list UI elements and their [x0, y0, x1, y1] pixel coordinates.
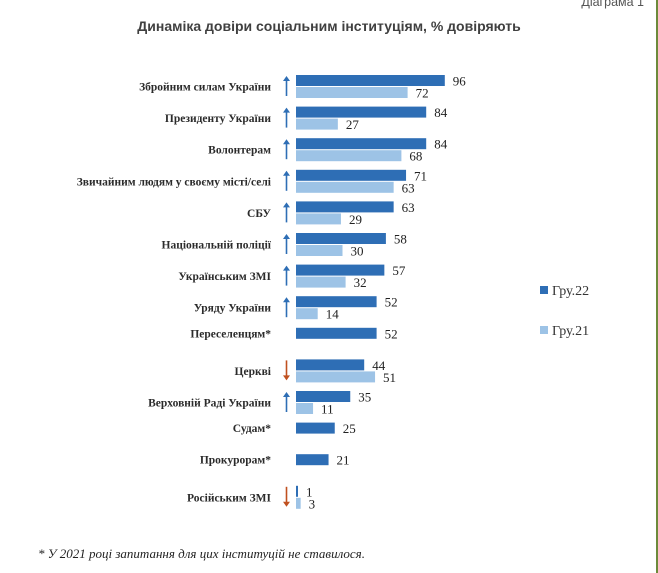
trend-arrow-up-icon	[283, 234, 290, 254]
bar-series-1	[296, 422, 335, 434]
data-label: 58	[394, 232, 407, 247]
bar-series-2	[296, 276, 346, 288]
data-label: 52	[385, 295, 398, 310]
bar-series-1	[296, 264, 385, 276]
frame-border	[656, 0, 658, 573]
bar-series-2	[296, 87, 408, 98]
category-label: Судам*	[233, 423, 271, 435]
trend-arrow-down-icon	[283, 486, 290, 507]
legend-label: Гру.22	[552, 284, 589, 299]
data-label: 30	[351, 244, 364, 259]
category-label: Верховній Раді України	[148, 398, 271, 410]
trend-arrow-up-icon	[283, 107, 290, 128]
data-label: 27	[346, 117, 360, 132]
data-label: 63	[402, 180, 415, 195]
data-label: 29	[349, 212, 362, 227]
trend-arrows	[283, 76, 290, 507]
bar-series-2	[296, 497, 301, 509]
bar-series-1	[296, 296, 377, 308]
data-label: 63	[402, 200, 415, 215]
bar-series-2	[296, 245, 343, 256]
trend-arrow-up-icon	[283, 392, 290, 412]
data-label: 21	[337, 453, 350, 468]
data-label: 3	[309, 496, 316, 511]
bar-series-2	[296, 213, 341, 225]
data-label: 14	[326, 307, 340, 322]
legend-swatch	[540, 326, 548, 334]
bar-series-1	[296, 327, 377, 339]
category-label: Національній поліції	[162, 240, 272, 252]
legend: Гру.22 Гру.21	[540, 284, 589, 339]
bar-series-1	[296, 106, 427, 118]
category-label: Російським ЗМІ	[187, 492, 271, 504]
data-label: 96	[453, 74, 467, 89]
trend-arrow-up-icon	[283, 265, 290, 286]
trend-arrow-up-icon	[283, 139, 290, 160]
category-label: Українським ЗМІ	[178, 271, 271, 283]
data-label: 52	[385, 326, 398, 341]
data-label: 68	[409, 149, 422, 164]
bar-series-1	[296, 454, 329, 466]
diagram-number-label: Діаграма 1	[581, 0, 644, 9]
bars	[296, 75, 445, 509]
bar-series-2	[296, 403, 314, 414]
data-label: 44	[372, 358, 386, 373]
data-label: 72	[416, 86, 429, 101]
trend-arrow-up-icon	[283, 76, 290, 96]
data-label: 51	[383, 370, 396, 385]
trend-arrow-up-icon	[283, 170, 290, 191]
data-label: 1	[306, 484, 313, 499]
bar-series-1	[296, 138, 427, 150]
data-label: 11	[321, 402, 334, 417]
legend-swatch	[540, 286, 548, 294]
category-label: СБУ	[247, 208, 272, 220]
data-label: 84	[434, 105, 448, 120]
trend-arrow-up-icon	[283, 202, 290, 223]
value-labels: 9672842784687163632958305732521452445135…	[306, 74, 466, 512]
bar-series-2	[296, 118, 338, 130]
bar-series-1	[296, 201, 394, 213]
bar-series-1	[296, 169, 407, 181]
category-label: Прокурорам*	[200, 455, 271, 467]
legend-item: Гру.22	[540, 284, 589, 299]
bar-series-1	[296, 485, 298, 497]
data-label: 57	[392, 263, 406, 278]
bar-series-2	[296, 150, 402, 162]
legend-item: Гру.21	[540, 324, 589, 339]
footnote: * У 2021 році запитання для цих інституц…	[38, 546, 365, 561]
category-labels: Збройним силам України Президенту України…	[77, 82, 272, 505]
bar-series-1	[296, 75, 445, 86]
category-label: Звичайним людям у своєму місті/селі	[77, 176, 272, 188]
data-label: 35	[358, 390, 371, 405]
data-label: 32	[354, 275, 367, 290]
bar-series-2	[296, 181, 394, 193]
bar-series-1	[296, 391, 351, 402]
category-label: Збройним силам України	[139, 82, 271, 94]
trend-arrow-up-icon	[283, 297, 290, 318]
category-label: Волонтерам	[208, 145, 271, 157]
legend-label: Гру.21	[552, 324, 589, 339]
category-label: Церкві	[235, 366, 272, 378]
category-label: Президенту України	[165, 113, 271, 125]
bar-series-2	[296, 371, 376, 383]
category-label: Уряду України	[194, 303, 272, 315]
bar-series-1	[296, 359, 365, 371]
bar-series-1	[296, 233, 386, 244]
bar-series-2	[296, 308, 318, 320]
chart-title: Динаміка довіри соціальним інституціям, …	[137, 18, 521, 34]
data-label: 25	[343, 421, 356, 436]
category-label: Переселенцям*	[190, 328, 271, 340]
trend-arrow-down-icon	[283, 360, 290, 381]
data-label: 84	[434, 137, 448, 152]
data-label: 71	[414, 168, 427, 183]
